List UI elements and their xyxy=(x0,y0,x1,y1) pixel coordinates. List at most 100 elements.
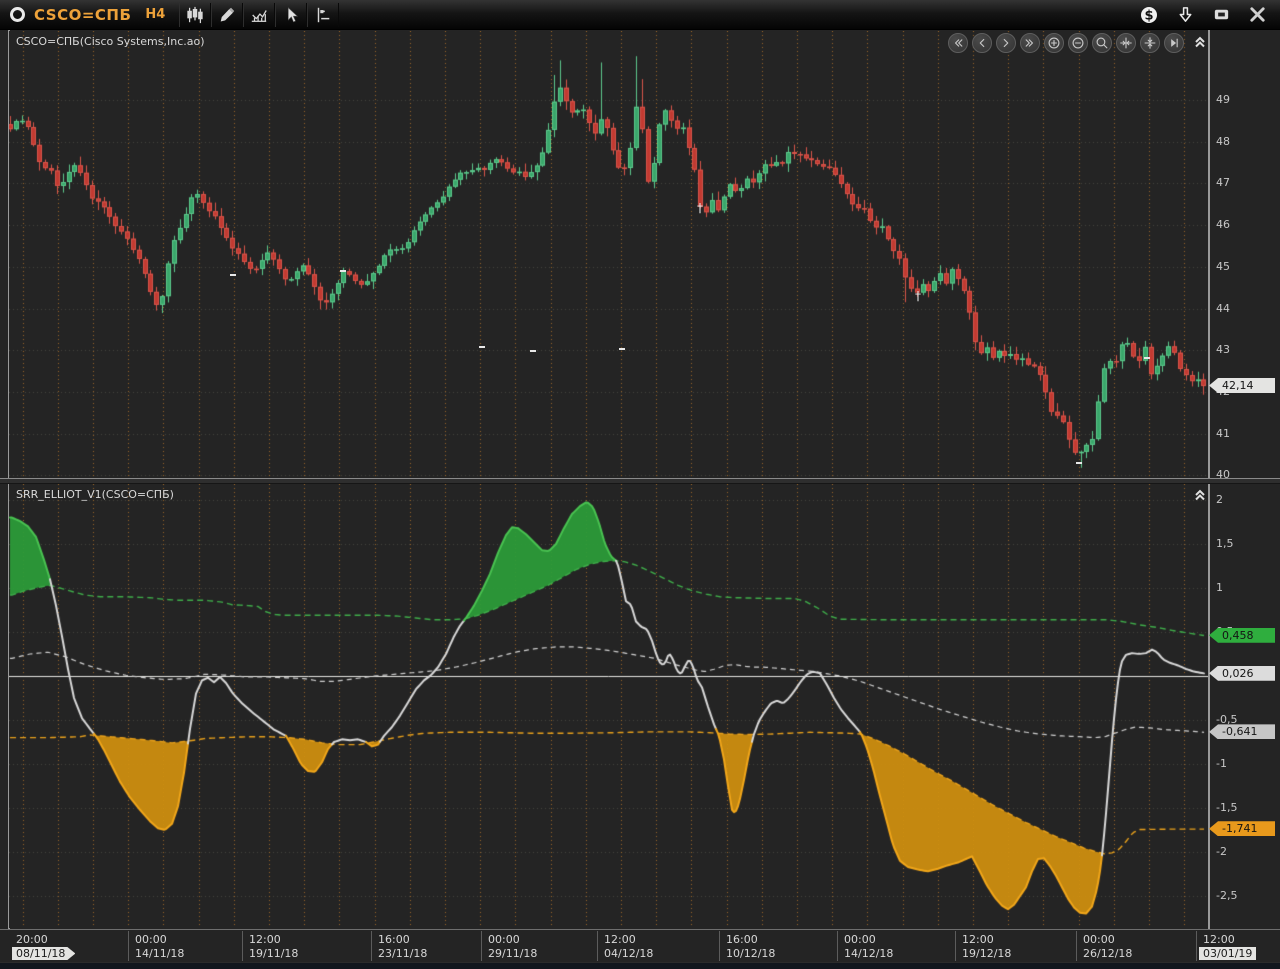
timeframe-label: H4 xyxy=(145,7,165,22)
fast-back-button[interactable] xyxy=(948,33,968,53)
tick-date-label: 10/12/18 xyxy=(726,947,775,960)
price-label-41: 41 xyxy=(1216,427,1230,440)
time-tick-mark xyxy=(955,931,956,961)
tick-time-label: 16:00 xyxy=(726,933,775,946)
price-label-48: 48 xyxy=(1216,135,1230,148)
event-marker-icon: † xyxy=(915,289,921,303)
compress-vertical-button[interactable] xyxy=(1140,33,1160,53)
tick-date-label: 19/11/18 xyxy=(249,947,298,960)
indicator-label--1.5: -1,5 xyxy=(1216,801,1237,814)
time-tick-mark xyxy=(597,931,598,961)
time-tick: 12:0004/12/18 xyxy=(604,933,653,960)
last-price-tag: 42,14 xyxy=(1209,378,1275,393)
window-titlebar: CSCO=СПБ H4 $ xyxy=(0,0,1280,30)
tick-time-label: 00:00 xyxy=(488,933,537,946)
indicator-tag-main: 0,026 xyxy=(1209,666,1275,681)
svg-text:$: $ xyxy=(1144,8,1153,23)
price-label-43: 43 xyxy=(1216,343,1230,356)
price-label-44: 44 xyxy=(1216,302,1230,315)
price-label-46: 46 xyxy=(1216,218,1230,231)
indicator-tag-signal: -0,641 xyxy=(1209,724,1275,739)
time-tick-mark xyxy=(837,931,838,961)
tick-date-label: 29/11/18 xyxy=(488,947,537,960)
doji-dash-marker xyxy=(1144,357,1150,359)
tick-date-label: 26/12/18 xyxy=(1083,947,1132,960)
indicator-label--0.5: -0,5 xyxy=(1216,713,1237,726)
tick-time-label: 12:00 xyxy=(1203,933,1256,946)
time-tick-mark xyxy=(242,931,243,961)
time-tick-mark xyxy=(719,931,720,961)
price-label-49: 49 xyxy=(1216,93,1230,106)
window-bottom-edge xyxy=(0,962,1280,969)
doji-dash-marker xyxy=(619,348,625,350)
tick-time-label: 12:00 xyxy=(249,933,298,946)
time-tick: 12:0003/01/19 xyxy=(1203,933,1256,960)
forward-button[interactable] xyxy=(996,33,1016,53)
indicator-panel-title: SRR_ELLIOT_V1(CSCO=СПБ) xyxy=(16,488,174,501)
titlebar-right-buttons: $ xyxy=(1136,4,1280,26)
fast-forward-button[interactable] xyxy=(1020,33,1040,53)
tick-date-tag: 08/11/18 xyxy=(12,947,75,960)
tick-time-label: 16:00 xyxy=(378,933,427,946)
tick-time-label: 00:00 xyxy=(844,933,893,946)
tick-time-label: 12:00 xyxy=(604,933,653,946)
zoom-in-button[interactable] xyxy=(1044,33,1064,53)
doji-dash-marker xyxy=(340,270,346,272)
pencil-tool-button[interactable] xyxy=(211,3,243,27)
tick-date-tag: 03/01/19 xyxy=(1199,947,1256,960)
collapse-main-panel-icon[interactable] xyxy=(1192,33,1208,49)
app-logo-icon xyxy=(10,7,25,22)
doji-dash-marker xyxy=(1076,462,1082,464)
levels-tool-button[interactable] xyxy=(307,3,339,27)
main-panel-title: CSCO=СПБ(Cisco Systems,Inc.ao) xyxy=(16,35,205,48)
time-tick: 00:0014/11/18 xyxy=(135,933,184,960)
go-to-end-button[interactable] xyxy=(1164,33,1184,53)
tick-time-label: 00:00 xyxy=(1083,933,1132,946)
indicator-label-2: 2 xyxy=(1216,493,1223,506)
event-marker-icon: † xyxy=(697,201,703,215)
collapse-indicator-panel-icon[interactable] xyxy=(1192,486,1208,502)
doji-dash-marker xyxy=(230,274,236,276)
dollar-button[interactable]: $ xyxy=(1136,4,1162,26)
time-axis[interactable]: 20:0008/11/1800:0014/11/1812:0019/11/181… xyxy=(0,929,1280,962)
tick-date-label: 14/12/18 xyxy=(844,947,893,960)
tick-date-label: 04/12/18 xyxy=(604,947,653,960)
indicator-plot[interactable] xyxy=(9,484,1208,928)
tick-date-label: 14/11/18 xyxy=(135,947,184,960)
indicator-label-1: 1 xyxy=(1216,581,1223,594)
restore-button[interactable] xyxy=(1208,4,1234,26)
chart-nav-toolbar xyxy=(948,33,1184,53)
application-window: CSCO=СПБ H4 $ CSCO=СПБ(Cisco Systems,Inc… xyxy=(0,0,1280,969)
compress-horizontal-button[interactable] xyxy=(1116,33,1136,53)
doji-dash-marker xyxy=(479,346,485,348)
time-tick: 16:0010/12/18 xyxy=(726,933,775,960)
time-tick-mark xyxy=(128,931,129,961)
back-button[interactable] xyxy=(972,33,992,53)
panel-splitter[interactable] xyxy=(0,478,1280,484)
cursor-tool-button[interactable] xyxy=(275,3,307,27)
candlestick-chart-tool-button[interactable] xyxy=(179,3,211,27)
magnifier-button[interactable] xyxy=(1092,33,1112,53)
close-button[interactable] xyxy=(1244,4,1270,26)
doji-dash-marker xyxy=(530,350,536,352)
candlestick-plot[interactable] xyxy=(9,31,1208,478)
time-tick-mark xyxy=(1076,931,1077,961)
indicator-tag-upper: 0,458 xyxy=(1209,628,1275,643)
time-tick-mark xyxy=(1196,931,1197,961)
time-tick-mark xyxy=(481,931,482,961)
indicator-label--2: -2 xyxy=(1216,845,1227,858)
zoom-out-button[interactable] xyxy=(1068,33,1088,53)
tick-time-label: 12:00 xyxy=(962,933,1011,946)
time-tick: 00:0014/12/18 xyxy=(844,933,893,960)
indicator-tag-lower: -1,741 xyxy=(1209,821,1275,836)
tick-date-label: 19/12/18 xyxy=(962,947,1011,960)
indicator-chart-tool-button[interactable] xyxy=(243,3,275,27)
tick-date-label: 23/11/18 xyxy=(378,947,427,960)
tick-time-label: 20:00 xyxy=(16,933,75,946)
time-tick: 00:0029/11/18 xyxy=(488,933,537,960)
ticker-symbol: CSCO=СПБ xyxy=(34,6,131,24)
indicator-label--1: -1 xyxy=(1216,757,1227,770)
minimize-down-button[interactable] xyxy=(1172,4,1198,26)
time-tick: 00:0026/12/18 xyxy=(1083,933,1132,960)
time-tick: 12:0019/12/18 xyxy=(962,933,1011,960)
